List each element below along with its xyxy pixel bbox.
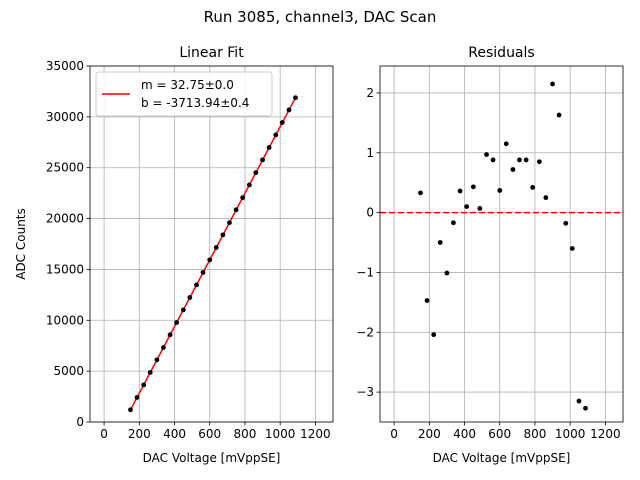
x-tick-label: 1200 bbox=[300, 427, 331, 441]
data-point bbox=[470, 184, 476, 190]
x-tick-label: 800 bbox=[524, 427, 547, 441]
data-point bbox=[194, 282, 199, 288]
data-point bbox=[477, 206, 483, 211]
data-point bbox=[174, 320, 180, 325]
data-point bbox=[180, 307, 186, 313]
y-tick-label: 20000 bbox=[46, 212, 84, 226]
data-point bbox=[246, 182, 252, 188]
residuals-axes: 0 200 400 600 800 1000 1200 −3 −2 −1 0 1 2 Residuals D… bbox=[356, 45, 624, 465]
data-point bbox=[141, 382, 147, 388]
data-point bbox=[134, 395, 140, 400]
y-tick-label: 35000 bbox=[46, 59, 84, 73]
data-point bbox=[437, 240, 443, 245]
y-tick-label: 5000 bbox=[53, 364, 84, 378]
data-point bbox=[464, 204, 470, 210]
y-tick-label: 0 bbox=[76, 415, 84, 429]
data-point bbox=[556, 112, 562, 118]
data-point bbox=[279, 120, 285, 125]
legend-entry: b = -3713.94±0.4 bbox=[141, 96, 249, 110]
data-point bbox=[444, 270, 450, 276]
data-point bbox=[536, 159, 542, 165]
data-point bbox=[154, 357, 160, 363]
data-point bbox=[273, 132, 279, 138]
data-point bbox=[569, 246, 575, 251]
legend-frame bbox=[95, 71, 273, 117]
data-point bbox=[253, 170, 259, 175]
data-point bbox=[451, 220, 456, 226]
axes-title: Residuals bbox=[468, 45, 534, 61]
data-point bbox=[510, 167, 516, 172]
data-point bbox=[213, 245, 219, 250]
data-point bbox=[523, 157, 529, 163]
y-axis-label: ADC Counts bbox=[14, 208, 28, 280]
x-axis-label: DAC Voltage [mVppSE] bbox=[433, 451, 571, 465]
data-point bbox=[517, 157, 522, 163]
data-point bbox=[550, 81, 555, 87]
data-point bbox=[161, 345, 166, 350]
y-tick-label: −1 bbox=[356, 265, 374, 279]
data-point bbox=[233, 207, 239, 213]
data-point bbox=[200, 270, 206, 275]
x-axis-label: DAC Voltage [mVppSE] bbox=[143, 451, 281, 465]
data-point bbox=[147, 370, 153, 375]
fit-line bbox=[129, 96, 297, 411]
x-tick-label: 0 bbox=[390, 427, 398, 441]
axes-title: Linear Fit bbox=[179, 45, 244, 61]
data-point bbox=[543, 195, 549, 201]
figure-suptitle: Run 3085, channel3, DAC Scan bbox=[204, 8, 437, 26]
y-tick-label: −3 bbox=[356, 385, 374, 399]
axes-frame bbox=[379, 65, 624, 423]
y-tick-label: 25000 bbox=[46, 161, 84, 175]
x-tick-label: 1000 bbox=[555, 427, 586, 441]
data-point bbox=[583, 405, 588, 411]
y-tick-label: −2 bbox=[356, 325, 374, 339]
x-tick-label: 1000 bbox=[265, 427, 296, 441]
y-tick-label: 30000 bbox=[46, 110, 84, 124]
x-tick-label: 600 bbox=[198, 427, 221, 441]
legend-entry: m = 32.75±0.0 bbox=[141, 78, 234, 92]
data-point bbox=[418, 190, 423, 196]
data-point bbox=[576, 398, 582, 404]
x-tick-label: 200 bbox=[128, 427, 151, 441]
data-point bbox=[530, 185, 536, 190]
data-point bbox=[167, 332, 173, 338]
x-tick-label: 400 bbox=[453, 427, 476, 441]
y-tick-label: 1 bbox=[366, 146, 374, 160]
x-tick-label: 800 bbox=[234, 427, 257, 441]
data-point bbox=[266, 145, 272, 150]
linear-fit-axes: 0 200 400 600 800 1000 1200 0 5000 10000 15000 2000… bbox=[14, 45, 334, 465]
data-point bbox=[431, 332, 437, 338]
data-point bbox=[187, 295, 193, 300]
data-point bbox=[227, 220, 232, 226]
data-point bbox=[240, 195, 246, 201]
y-tick-label: 2 bbox=[366, 86, 374, 100]
x-tick-label: 600 bbox=[488, 427, 511, 441]
data-point bbox=[293, 95, 298, 101]
x-tick-label: 0 bbox=[100, 427, 108, 441]
data-point bbox=[424, 298, 430, 303]
data-point bbox=[207, 257, 213, 263]
data-point bbox=[286, 107, 292, 113]
data-point bbox=[484, 152, 489, 157]
data-point bbox=[260, 157, 265, 163]
data-point bbox=[490, 157, 496, 163]
y-tick-label: 15000 bbox=[46, 262, 84, 276]
axes-frame bbox=[89, 65, 334, 423]
legend: m = 32.75±0.0 b = -3713.94±0.4 bbox=[95, 71, 273, 117]
x-tick-label: 1200 bbox=[590, 427, 621, 441]
x-tick-label: 200 bbox=[418, 427, 441, 441]
x-tick-label: 400 bbox=[163, 427, 186, 441]
y-tick-label: 10000 bbox=[46, 313, 84, 327]
data-point bbox=[220, 232, 226, 238]
y-tick-label: 0 bbox=[366, 206, 374, 220]
data-point bbox=[457, 188, 463, 194]
data-point bbox=[503, 141, 509, 147]
data-point bbox=[497, 188, 503, 193]
data-point bbox=[128, 407, 133, 413]
data-point bbox=[563, 220, 569, 226]
